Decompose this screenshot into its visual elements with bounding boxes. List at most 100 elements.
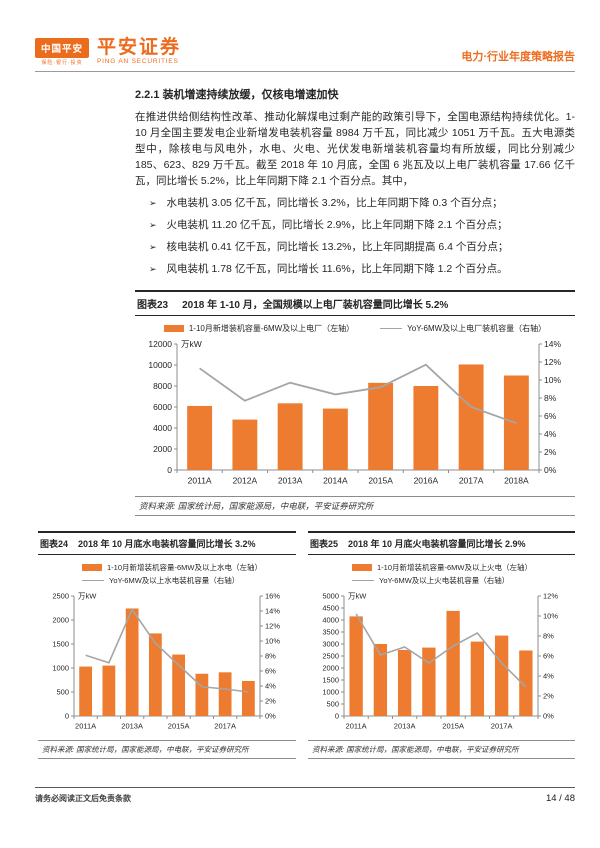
svg-text:2000: 2000 xyxy=(52,616,69,625)
page-header: 中国平安 保险·银行·投资 平安证券 PING AN SECURITIES 电力… xyxy=(35,38,575,66)
svg-text:8%: 8% xyxy=(265,652,276,661)
header-divider xyxy=(35,71,575,72)
svg-text:4%: 4% xyxy=(543,672,554,681)
svg-text:2000: 2000 xyxy=(153,444,172,454)
combo-chart-canvas: 0 500 1000 1500 2000 2500 3000 3500 4000 4500 5000… xyxy=(322,592,558,731)
svg-text:1500: 1500 xyxy=(52,640,69,649)
figure-label: 图表25 xyxy=(310,539,339,549)
legend-label: 1-10月新增装机容量-6MW及以上水电（左轴） xyxy=(107,563,263,572)
legend-item: 1-10月新增装机容量-6MW及以上水电（左轴） xyxy=(82,562,296,573)
bar-series-swatch xyxy=(82,564,102,571)
svg-text:4000: 4000 xyxy=(153,423,172,433)
text-block: 2.2.1 装机增速持续放缓，仅核电增速加快 在推进供给侧结构性改革、推动化解煤… xyxy=(135,86,575,277)
svg-text:4%: 4% xyxy=(544,429,557,439)
svg-text:0%: 0% xyxy=(544,465,557,475)
svg-text:12%: 12% xyxy=(544,357,561,367)
svg-text:2000: 2000 xyxy=(322,664,339,673)
svg-text:2500: 2500 xyxy=(322,652,339,661)
page-number: 14 / 48 xyxy=(545,793,575,804)
legend-item: YoY-6MW及以上水电装机容量（右轴） xyxy=(82,575,296,586)
svg-text:2500: 2500 xyxy=(52,592,69,601)
svg-text:2015A: 2015A xyxy=(442,722,464,731)
svg-text:2013A: 2013A xyxy=(121,722,143,731)
list-item: ➢ 核电装机 0.41 亿千瓦，同比增长 13.2%，比上年同期提高 6.4 个… xyxy=(149,240,575,255)
svg-text:12%: 12% xyxy=(265,622,280,631)
svg-text:0%: 0% xyxy=(265,712,276,721)
svg-text:6%: 6% xyxy=(265,667,276,676)
figure-source: 资料来源: 国家统计局，国家能源局，中电联，平安证券研究所 xyxy=(38,740,296,759)
svg-text:2017A: 2017A xyxy=(214,722,236,731)
figure-source: 资料来源: 国家统计局，国家能源局，中电联，平安证券研究所 xyxy=(135,496,575,516)
svg-text:万kW: 万kW xyxy=(348,592,367,601)
legend-item: 1-10月新增装机容量-6MW及以上电厂（左轴） xyxy=(163,323,355,334)
svg-text:500: 500 xyxy=(326,700,339,709)
legend-label: 1-10月新增装机容量-6MW及以上火电（左轴） xyxy=(377,563,533,572)
svg-text:2015A: 2015A xyxy=(168,722,190,731)
figure-24-header: 图表24 2018 年 10 月底水电装机容量同比增长 3.2% xyxy=(38,531,296,555)
legend-label: YoY-6MW及以上火电装机容量（右轴） xyxy=(379,576,510,585)
svg-text:2015A: 2015A xyxy=(368,476,393,486)
figure-title: 2018 年 1-10 月，全国规模以上电厂装机容量同比增长 5.2% xyxy=(182,300,449,311)
svg-text:万kW: 万kW xyxy=(78,592,97,601)
svg-text:8000: 8000 xyxy=(153,381,172,391)
line-series-swatch xyxy=(352,580,374,581)
list-item: ➢ 水电装机 3.05 亿千瓦，同比增长 3.2%，比上年同期下降 0.3 个百… xyxy=(149,196,575,211)
svg-text:8%: 8% xyxy=(543,632,554,641)
disclaimer-text: 请务必阅读正文后免责条款 xyxy=(35,794,131,803)
chart-legend: 1-10月新增装机容量-6MW及以上火电（左轴） YoY-6MW及以上火电装机容量… xyxy=(308,562,575,586)
svg-text:2%: 2% xyxy=(544,447,557,457)
legend-item: YoY-6MW及以上火电装机容量（右轴） xyxy=(352,575,575,586)
svg-text:12%: 12% xyxy=(543,592,558,601)
bullet-text: 水电装机 3.05 亿千瓦，同比增长 3.2%，比上年同期下降 0.3 个百分点… xyxy=(166,197,503,209)
page-footer: 请务必阅读正文后免责条款 14 / 48 xyxy=(35,787,575,804)
svg-text:12000: 12000 xyxy=(148,339,172,349)
svg-text:2011A: 2011A xyxy=(346,722,367,731)
svg-text:0: 0 xyxy=(335,712,339,721)
figure-title: 2018 年 10 月底水电装机容量同比增长 3.2% xyxy=(78,539,256,549)
line-series-swatch xyxy=(82,580,104,581)
arrow-bullet-icon: ➢ xyxy=(149,242,157,252)
svg-text:0: 0 xyxy=(167,465,172,475)
svg-text:2013A: 2013A xyxy=(394,722,416,731)
section-paragraph: 在推进供给侧结构性改革、推动化解煤电过剩产能的政策引导下，全国电源结构持续优化。… xyxy=(135,111,575,187)
figure-23-header: 图表23 2018 年 1-10 月，全国规模以上电厂装机容量同比增长 5.2% xyxy=(135,290,575,316)
svg-text:2017A: 2017A xyxy=(491,722,513,731)
legend-label: YoY-6MW及以上水电装机容量（右轴） xyxy=(109,576,240,585)
logo-mark: 中国平安 保险·银行·投资 xyxy=(35,38,90,66)
figure-title: 2018 年 10 月底火电装机容量同比增长 2.9% xyxy=(348,539,526,549)
list-item: ➢ 风电装机 1.78 亿千瓦，同比增长 11.6%，比上年同期下降 1.2 个… xyxy=(149,262,575,277)
svg-text:6%: 6% xyxy=(544,411,557,421)
figure-label: 图表23 xyxy=(137,300,169,311)
svg-text:10%: 10% xyxy=(544,375,561,385)
svg-text:2012A: 2012A xyxy=(233,476,258,486)
bullet-list: ➢ 水电装机 3.05 亿千瓦，同比增长 3.2%，比上年同期下降 0.3 个百… xyxy=(135,196,575,277)
figure-25-header: 图表25 2018 年 10 月底火电装机容量同比增长 2.9% xyxy=(308,531,575,555)
svg-text:14%: 14% xyxy=(544,339,561,349)
figure-label: 图表24 xyxy=(40,539,69,549)
legend-label: YoY-6MW及以上电厂装机容量（右轴） xyxy=(407,324,547,333)
brand-block: 平安证券 PING AN SECURITIES xyxy=(97,38,181,66)
svg-text:1000: 1000 xyxy=(322,688,339,697)
svg-text:4000: 4000 xyxy=(322,616,339,625)
legend-label: 1-10月新增装机容量-6MW及以上电厂（左轴） xyxy=(188,324,355,333)
chart-legend: 1-10月新增装机容量-6MW及以上水电（左轴） YoY-6MW及以上水电装机容量… xyxy=(38,562,296,586)
svg-text:4%: 4% xyxy=(265,682,276,691)
svg-text:4500: 4500 xyxy=(322,604,339,613)
svg-text:10%: 10% xyxy=(265,637,280,646)
brand-name: 平安证券 xyxy=(97,37,182,58)
combo-chart-canvas: 0 500 1000 1500 2000 2500 0% 2% 4% 6% 8% 10% 12% 14% 1… xyxy=(52,592,280,731)
bar-series-swatch xyxy=(352,564,372,571)
svg-text:2018A: 2018A xyxy=(504,476,529,486)
arrow-bullet-icon: ➢ xyxy=(149,198,157,208)
svg-text:3000: 3000 xyxy=(322,640,339,649)
svg-text:2014A: 2014A xyxy=(323,476,348,486)
combo-chart-canvas: 0 2000 4000 6000 8000 10000 12000 0% 2% 4% 6% 8% 10%… xyxy=(148,339,561,486)
svg-text:6%: 6% xyxy=(543,652,554,661)
arrow-bullet-icon: ➢ xyxy=(149,220,157,230)
svg-text:10%: 10% xyxy=(543,612,558,621)
brand-subtitle: PING AN SECURITIES xyxy=(97,58,179,65)
svg-text:2011A: 2011A xyxy=(188,476,212,486)
line-series-swatch xyxy=(380,328,403,329)
bullet-text: 风电装机 1.78 亿千瓦，同比增长 11.6%，比上年同期下降 1.2 个百分… xyxy=(166,263,508,275)
